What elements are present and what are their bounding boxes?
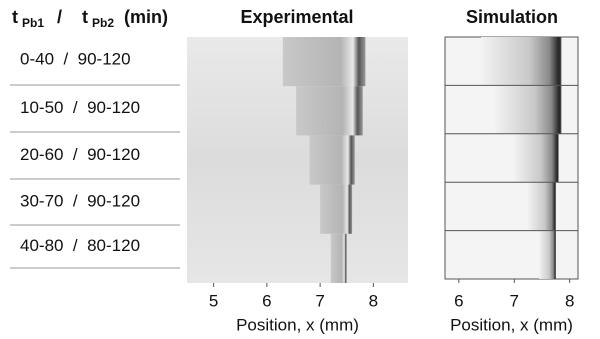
row-label: 0-40 / 90-120 <box>20 49 131 68</box>
header-sub: Pb2 <box>92 16 114 30</box>
panel-title: Experimental <box>240 7 353 27</box>
header-t: t <box>82 7 88 27</box>
band <box>283 37 366 86</box>
band <box>514 134 558 182</box>
x-axis-label: Position, x (mm) <box>450 315 573 334</box>
band <box>296 86 363 135</box>
row-label: 30-70 / 90-120 <box>20 191 140 210</box>
band <box>528 182 556 230</box>
band <box>331 234 347 283</box>
figure: t Pb1 / t Pb2 (min) 0-40 / 90-120 10-50 /… <box>0 0 600 339</box>
x-tick-label: 6 <box>454 291 463 310</box>
band <box>320 185 352 234</box>
row-label: 40-80 / 80-120 <box>20 236 140 255</box>
band <box>481 37 561 85</box>
x-tick-label: 6 <box>262 291 271 310</box>
panel-title: Simulation <box>466 7 558 27</box>
x-tick-label: 7 <box>510 291 519 310</box>
header-unit: (min) <box>124 7 168 27</box>
x-tick-label: 5 <box>209 291 218 310</box>
header-sub: Pb1 <box>22 16 44 30</box>
x-axis-label: Position, x (mm) <box>236 315 359 334</box>
band <box>495 85 562 133</box>
x-tick-label: 7 <box>315 291 324 310</box>
row-label: 10-50 / 90-120 <box>20 98 140 117</box>
header-slash: / <box>57 7 62 27</box>
x-tick-label: 8 <box>565 291 574 310</box>
band <box>539 231 556 279</box>
x-tick-label: 8 <box>369 291 378 310</box>
band <box>309 135 354 184</box>
header-t: t <box>12 7 18 27</box>
row-label: 20-60 / 90-120 <box>20 145 140 164</box>
